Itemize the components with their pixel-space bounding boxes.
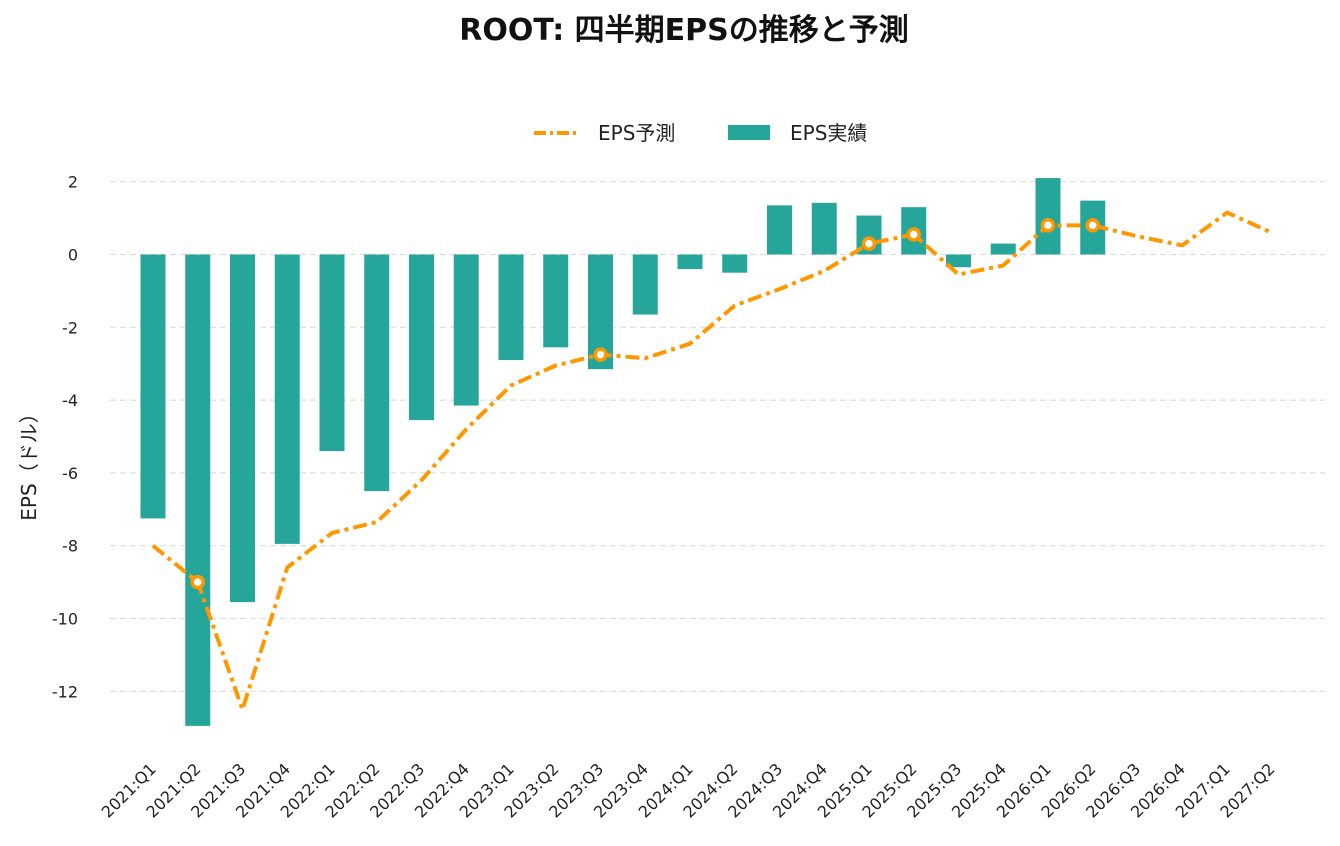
bar-actual xyxy=(498,254,524,361)
y-tick-label: 0 xyxy=(68,246,78,265)
bar-actual xyxy=(185,254,211,726)
y-tick-label: -10 xyxy=(52,610,78,629)
x-axis-ticks: 2021:Q12021:Q22021:Q32021:Q42022:Q12022:… xyxy=(98,759,1279,821)
bar-actual xyxy=(140,254,166,519)
y-axis-ticks: 2 0 -2 -4 -6 -8 -10 -12 xyxy=(52,173,78,702)
bar-actual xyxy=(409,254,434,421)
y-tick-label: -2 xyxy=(62,318,78,337)
legend-item-forecast: EPS予測 xyxy=(534,121,675,145)
legend-actual-label: EPS実績 xyxy=(790,121,867,145)
bar-actual xyxy=(811,202,837,255)
bar-actual xyxy=(722,254,748,273)
bar-actual xyxy=(677,254,703,270)
y-tick-label: -8 xyxy=(62,537,78,556)
y-tick-label: -4 xyxy=(62,391,78,410)
bar-actual xyxy=(990,243,1016,255)
bar-actual xyxy=(453,254,479,406)
bar-actual xyxy=(274,254,300,544)
y-tick-label: -12 xyxy=(52,682,78,701)
legend-actual-swatch xyxy=(728,125,770,140)
chart-title: ROOT: 四半期EPSの推移と予測 xyxy=(459,13,908,48)
forecast-point xyxy=(861,236,877,251)
legend-forecast-label: EPS予測 xyxy=(598,121,675,145)
y-tick-label: 2 xyxy=(68,173,78,192)
forecast-point xyxy=(1040,218,1056,233)
actual-bars xyxy=(140,178,1106,726)
bar-actual xyxy=(1035,178,1061,255)
forecast-line xyxy=(151,210,1273,712)
forecast-point xyxy=(190,574,205,590)
legend-item-actual: EPS実績 xyxy=(728,121,867,145)
y-axis-label: EPS（ドル） xyxy=(17,403,41,520)
y-tick-label: -6 xyxy=(62,464,78,483)
bar-actual xyxy=(946,254,971,268)
forecast-point xyxy=(593,347,608,362)
bar-actual xyxy=(543,254,569,348)
bar-actual xyxy=(319,254,345,452)
bar-actual xyxy=(632,254,658,315)
forecast-point xyxy=(906,227,921,242)
bar-actual xyxy=(230,254,255,603)
bar-actual xyxy=(364,254,390,492)
bar-actual xyxy=(767,205,792,255)
forecast-point xyxy=(1085,218,1100,233)
forecast-line-group xyxy=(151,210,1273,712)
legend: EPS予測 EPS実績 xyxy=(534,121,867,145)
